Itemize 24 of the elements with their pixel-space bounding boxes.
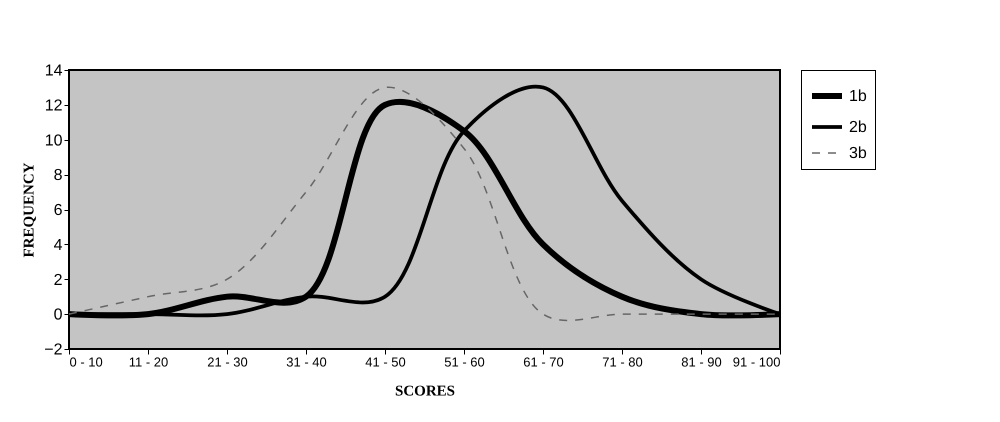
x-tick-label: 31 - 40 [286,354,327,370]
legend-label: 3b [849,145,867,162]
y-tick-label: 2 [54,272,63,289]
y-tick-label: 0 [54,306,63,324]
x-tick-label: 61 - 70 [523,354,564,370]
y-tick-label: 6 [54,202,63,219]
x-tick-label: 11 - 20 [128,354,168,370]
x-tick-label: 91 - 100 [732,354,780,370]
y-tick-label: −2 [44,342,63,358]
y-tick-label: 4 [54,236,63,254]
x-tick-label: 51 - 60 [444,354,485,370]
x-tick-label: 41 - 50 [365,354,406,370]
x-tick-label: 71 - 80 [602,354,643,370]
y-tick-label: 8 [54,167,63,184]
x-axis-title: SCORES [394,384,456,400]
y-tick-label: 12 [44,97,63,114]
y-axis-title: FREQUENCY [21,162,38,258]
legend-label: 1b [849,88,867,105]
y-tick-label: 10 [44,132,63,150]
x-tick-label: 0 - 10 [70,354,103,370]
legend-label: 2b [849,119,867,136]
x-tick-label: 81 - 90 [681,354,722,370]
x-tick-label: 21 - 30 [207,354,248,370]
y-tick-label: 14 [44,62,63,80]
